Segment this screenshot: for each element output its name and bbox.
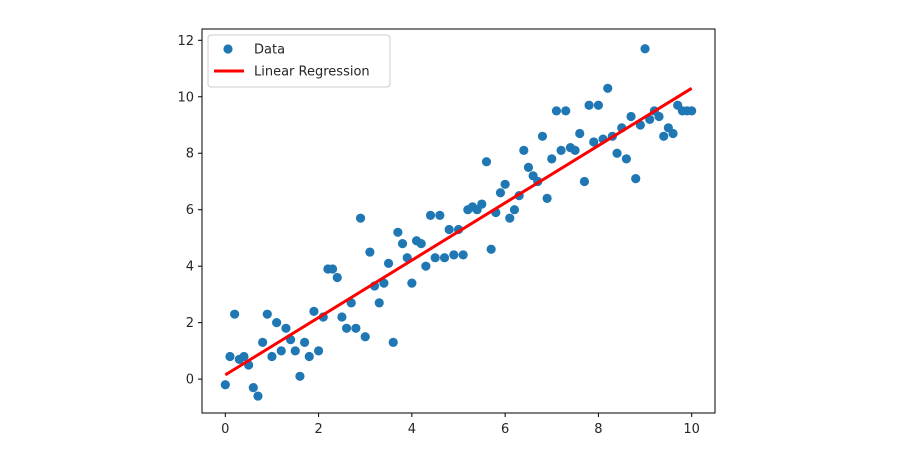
data-point bbox=[355, 213, 366, 223]
data-point bbox=[374, 298, 384, 308]
y-tick-label: 0 bbox=[186, 373, 194, 388]
data-point bbox=[341, 323, 352, 333]
data-point bbox=[225, 351, 235, 362]
data-point bbox=[556, 145, 566, 156]
data-point bbox=[668, 128, 678, 139]
x-tick-label: 0 bbox=[221, 422, 229, 437]
data-point bbox=[584, 100, 594, 110]
data-point bbox=[230, 309, 240, 319]
data-point bbox=[449, 250, 459, 260]
x-tick-label: 2 bbox=[314, 422, 322, 437]
data-point bbox=[393, 227, 403, 237]
data-point bbox=[523, 162, 534, 172]
y-tick-label: 8 bbox=[186, 147, 194, 162]
data-point bbox=[458, 250, 468, 260]
data-point bbox=[337, 312, 347, 322]
data-point bbox=[272, 318, 282, 328]
axes-frame bbox=[201, 28, 716, 414]
data-point bbox=[495, 188, 506, 198]
data-point bbox=[276, 346, 286, 356]
data-point bbox=[407, 278, 417, 288]
x-tick-label: 6 bbox=[501, 422, 509, 437]
data-point bbox=[383, 258, 394, 268]
legend-label: Data bbox=[254, 43, 285, 58]
data-point bbox=[505, 213, 515, 223]
data-point bbox=[332, 272, 342, 283]
data-point bbox=[313, 346, 324, 356]
data-point bbox=[551, 106, 562, 116]
data-point bbox=[547, 154, 557, 164]
data-point bbox=[416, 238, 426, 249]
data-point bbox=[626, 111, 636, 122]
y-tick-label: 6 bbox=[186, 203, 194, 218]
data-point bbox=[687, 106, 697, 116]
data-point bbox=[281, 323, 291, 333]
data-point bbox=[360, 332, 370, 342]
data-point bbox=[612, 148, 622, 158]
data-point bbox=[300, 337, 310, 348]
x-tick-label: 4 bbox=[408, 422, 416, 437]
axes: 0 2 4 6 8 10 0 2 4 6 8 10 12 bbox=[177, 28, 716, 437]
data-point bbox=[486, 244, 496, 254]
data-point bbox=[290, 346, 300, 356]
data-point bbox=[435, 210, 445, 220]
data-point bbox=[621, 154, 631, 164]
data-point bbox=[309, 306, 319, 316]
data-point bbox=[365, 247, 375, 257]
data-point bbox=[351, 323, 361, 333]
data-point bbox=[659, 131, 669, 141]
data-point bbox=[327, 264, 338, 274]
data-point bbox=[542, 193, 552, 204]
data-point bbox=[444, 224, 454, 235]
data-point bbox=[267, 351, 277, 362]
data-point bbox=[537, 131, 548, 141]
data-point bbox=[388, 337, 398, 348]
regression-line bbox=[224, 87, 693, 377]
data-point bbox=[570, 145, 580, 156]
data-point bbox=[220, 380, 230, 390]
y-tick-label: 12 bbox=[177, 34, 194, 49]
data-point bbox=[509, 205, 520, 215]
data-point bbox=[239, 351, 249, 362]
legend-label: Linear Regression bbox=[254, 65, 370, 80]
y-tick-label: 4 bbox=[186, 260, 194, 275]
legend-box bbox=[207, 34, 391, 88]
data-point bbox=[575, 128, 585, 139]
data-point bbox=[304, 351, 314, 362]
data-point bbox=[425, 210, 436, 220]
data-point bbox=[654, 111, 664, 122]
data-point bbox=[295, 371, 305, 381]
y-tick-label: 2 bbox=[186, 316, 194, 331]
y-tick-label: 10 bbox=[177, 90, 194, 105]
data-point bbox=[589, 137, 599, 147]
data-point bbox=[500, 179, 510, 189]
data-point bbox=[593, 100, 604, 110]
data-point bbox=[640, 44, 650, 54]
x-tick-label: 8 bbox=[594, 422, 602, 437]
data-point bbox=[258, 337, 268, 348]
data-point bbox=[579, 176, 590, 187]
data-point bbox=[481, 157, 492, 167]
data-point bbox=[439, 253, 450, 263]
data-point bbox=[248, 382, 258, 393]
data-point bbox=[561, 106, 571, 116]
plot-area bbox=[220, 44, 697, 401]
data-point bbox=[603, 83, 613, 93]
data-point bbox=[631, 174, 641, 184]
data-point bbox=[379, 278, 389, 288]
legend: Data Linear Regression bbox=[207, 34, 391, 88]
data-point bbox=[262, 309, 272, 319]
data-point bbox=[519, 145, 529, 156]
data-point bbox=[421, 261, 431, 271]
data-point bbox=[397, 238, 408, 249]
data-point bbox=[253, 391, 263, 401]
data-point bbox=[477, 199, 487, 209]
data-point bbox=[430, 253, 440, 263]
legend-marker-data bbox=[223, 44, 233, 54]
x-tick-label: 10 bbox=[683, 422, 700, 437]
